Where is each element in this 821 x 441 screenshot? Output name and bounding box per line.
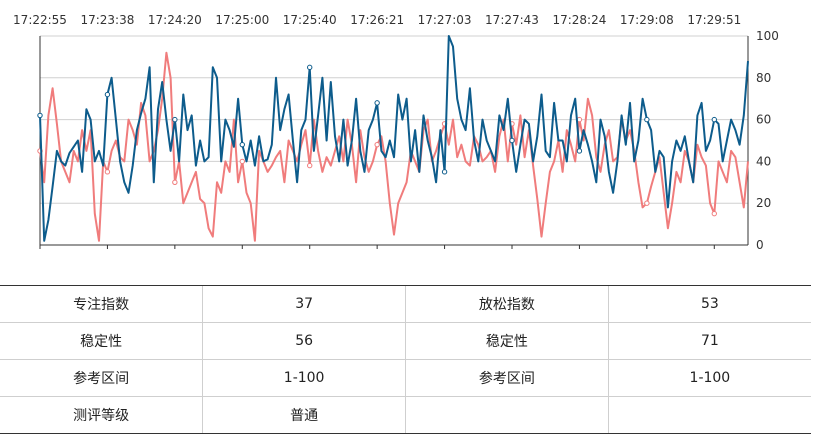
series-marker [374,141,380,148]
brainwave-line-chart: 0 20 40 60 80 100 17:22:55 17:23:38 17:24:20 17:2… [13,13,779,252]
x-tick-label: 17:29:08 [620,13,674,27]
focus-range-value: 1-100 [202,359,406,397]
focus-index-value: 37 [202,285,406,323]
series-marker [307,162,313,169]
x-tick-label: 17:29:51 [687,13,741,27]
y-tick-label: 0 [756,238,764,252]
series-marker [307,64,313,71]
x-tick-label: 17:28:24 [552,13,606,27]
series-marker [576,148,583,154]
relax-range-label: 参考区间 [405,359,609,397]
table-row: 专注指数 37 放松指数 53 [0,285,811,323]
y-tick-label: 100 [756,29,779,43]
series-marker [172,116,178,123]
focus-index-label: 专注指数 [0,285,203,323]
series-marker [644,116,650,123]
x-tick-label: 17:23:38 [80,13,134,27]
series-marker [239,158,245,165]
relax-stability-value: 71 [607,322,811,360]
relax-stability-label: 稳定性 [405,322,609,360]
x-tick-label: 17:26:21 [350,13,404,27]
series-marker [711,210,717,217]
series-marker [509,137,515,144]
empty-cell [607,396,811,434]
x-tick-label: 17:25:00 [215,13,269,27]
x-tick-label: 17:24:20 [148,13,202,27]
y-tick-label: 20 [756,196,771,210]
relax-index-label: 放松指数 [405,285,609,323]
empty-cell [405,396,609,434]
y-tick-label: 40 [756,154,771,168]
focus-range-label: 参考区间 [0,359,203,397]
series-marker [239,141,245,148]
y-tick-label: 80 [756,71,771,85]
focus-stability-value: 56 [202,322,406,360]
series-marker [37,112,43,119]
y-tick-label: 60 [756,113,771,127]
relax-range-value: 1-100 [607,359,811,397]
series-marker [104,169,111,175]
grade-label: 测评等级 [0,396,203,434]
x-tick-label: 17:25:40 [283,13,337,27]
table-row: 参考区间 1-100 参考区间 1-100 [0,359,811,397]
table-row: 稳定性 56 稳定性 71 [0,322,811,360]
metrics-table: 专注指数 37 放松指数 53 稳定性 56 稳定性 71 参考区间 1-100… [0,285,811,434]
series-line [39,51,749,242]
series-marker [172,179,178,186]
series-line [39,35,749,242]
series-marker [104,91,111,98]
relax-index-value: 53 [607,285,811,323]
table-row: 测评等级 普通 [0,396,811,434]
x-tick-label: 17:27:03 [418,13,472,27]
series-marker [644,200,650,206]
focus-stability-label: 稳定性 [0,322,203,360]
x-tick-label: 17:27:43 [485,13,539,27]
series-marker [441,169,448,175]
x-tick-label: 17:22:55 [13,13,67,27]
series-marker [711,116,717,123]
series-marker [374,100,380,106]
grade-value: 普通 [202,396,406,434]
